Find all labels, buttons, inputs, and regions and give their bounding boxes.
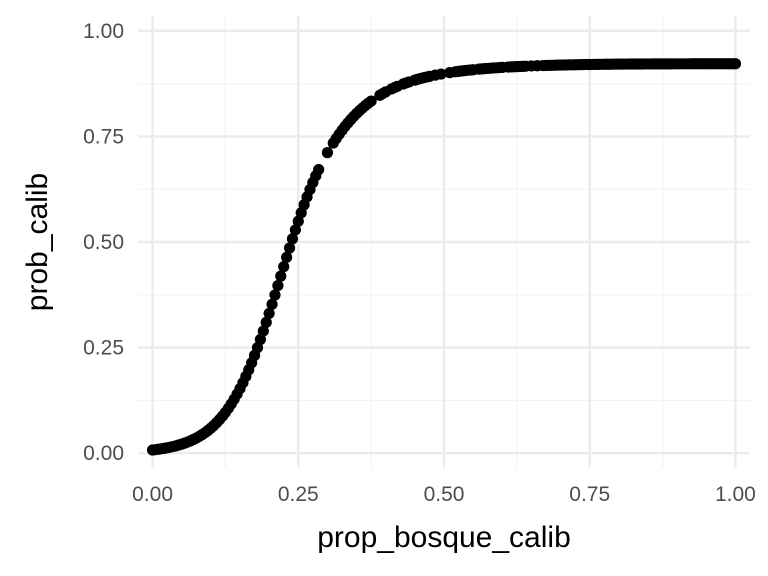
data-point [321,147,334,159]
data-point [435,68,447,80]
y-tick-label: 1.00 [83,20,124,43]
data-point [269,289,281,301]
y-tick-label: 0.25 [83,337,124,360]
data-point [266,298,278,310]
grid [138,16,750,468]
y-axis-title: prob_calib [21,173,54,311]
data-point [272,279,284,292]
data-point [729,58,742,70]
data-point [254,333,266,346]
y-tick-label: 0.00 [83,442,124,465]
data-point [313,163,325,176]
data-points [146,58,742,456]
x-tick-label: 1.00 [715,483,756,506]
x-axis-title: prop_bosque_calib [317,521,571,554]
x-tick-label: 0.50 [424,483,465,506]
y-tick-label: 0.50 [83,231,124,254]
x-tick-label: 0.25 [278,483,319,506]
x-axis-ticks: 0.00 0.25 0.50 0.75 1.00 [132,483,756,506]
data-point [281,251,293,263]
y-tick-label: 0.75 [83,125,124,148]
data-point [278,261,290,273]
x-tick-label: 0.75 [569,483,610,506]
y-axis-ticks: 0.00 0.25 0.50 0.75 1.00 [83,20,124,465]
data-point [283,242,296,254]
data-point [275,270,287,282]
data-point [365,95,377,107]
data-point [289,224,301,236]
data-point [286,233,299,245]
data-point [260,316,272,328]
data-point [292,215,304,227]
data-point [257,325,269,337]
x-tick-label: 0.00 [132,483,173,506]
data-point [263,307,275,320]
